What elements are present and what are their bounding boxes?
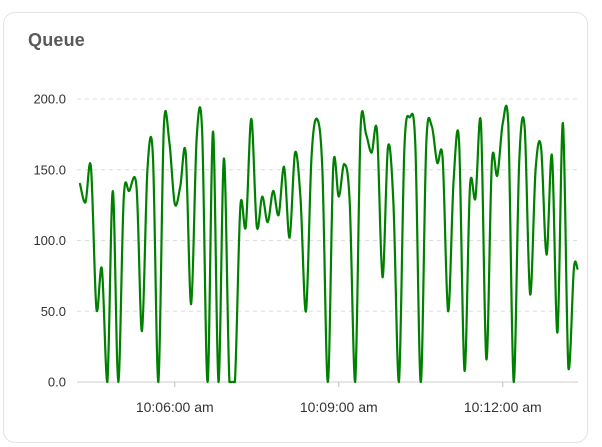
- y-tick-label: 150.0: [33, 162, 66, 177]
- x-tick-label: 10:12:00 am: [464, 399, 542, 415]
- card-title: Queue: [28, 30, 86, 50]
- x-tick-label: 10:06:00 am: [136, 399, 214, 415]
- y-axis-ticks: 0.0 50.0 100.0 150.0 200.0: [33, 92, 66, 390]
- series-layer: [78, 104, 579, 384]
- y-tick-label: 100.0: [33, 233, 66, 248]
- y-tick-label: 0.0: [48, 375, 66, 390]
- y-tick-label: 50.0: [41, 304, 66, 319]
- queue-series-line: [78, 104, 579, 384]
- x-tick-label: 10:09:00 am: [300, 399, 378, 415]
- y-tick-label: 200.0: [33, 92, 66, 107]
